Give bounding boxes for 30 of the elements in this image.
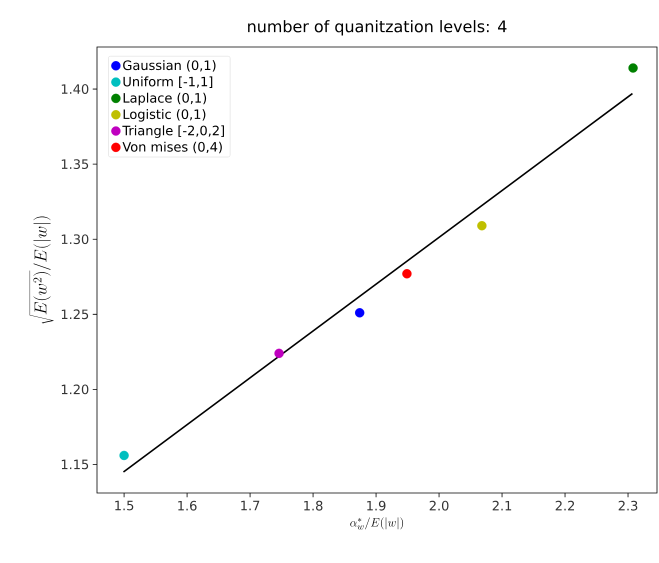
y-axis-title: $\sqrt{E(w^2)}/E(|w|)$ [30,216,54,324]
x-tick-label: 1.5 [115,500,134,510]
x-tick-label: 1.8 [304,500,322,511]
x-tick-label: 1.6 [178,500,197,511]
x-tick-label: 2.2 [556,500,574,510]
y-tick-label: 1.25 [62,309,88,320]
legend-label: Laplace (0,1) [124,92,206,106]
legend-label: Logistic (0,1) [124,109,206,122]
x-tick-label: 2.0 [430,500,448,511]
point [477,221,487,230]
point [354,308,364,318]
legend-label: Triangle [-2,0,2] [122,125,224,138]
y-tick-label: 1.15 [62,460,88,470]
y-tick-label: 1.40 [62,84,88,94]
x-axis-title: $\alpha_w^*/E(|w|)$ [350,517,404,530]
x-tick-label: 2.1 [492,500,512,510]
legend-label: Gaussian (0,1) [123,60,216,72]
x-tick-label: 1.9 [367,500,386,511]
chart-title: number of quanitzation levels: 4 [248,20,506,36]
x-tick-label: 1.7 [241,500,260,510]
legend-label: Von mises (0,4) [122,142,222,154]
y-tick-label: 1.20 [62,384,88,394]
x-tick-label: 2.3 [618,500,638,511]
y-tick-label: 1.30 [62,234,88,244]
point [274,348,284,358]
point [628,63,638,73]
legend-label: Uniform [-1,1] [124,76,212,88]
point [119,450,129,460]
point [402,269,412,278]
y-tick-label: 1.35 [62,159,88,170]
